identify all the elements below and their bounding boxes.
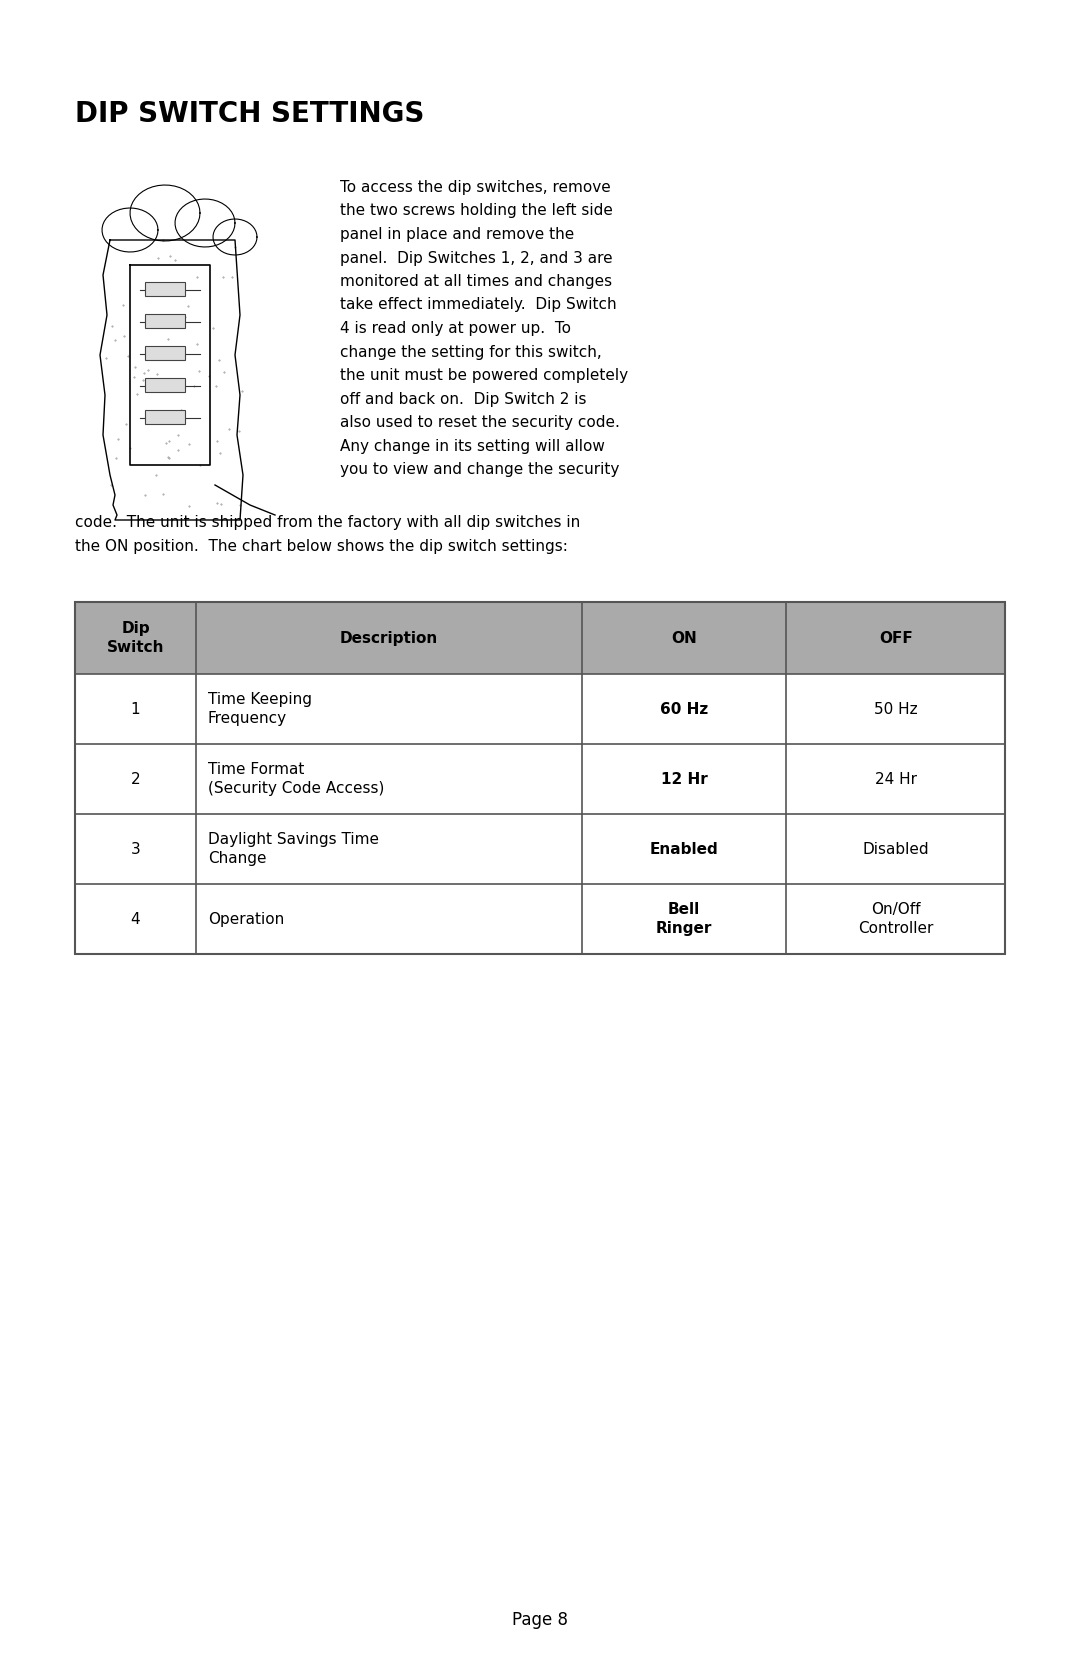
Text: you to view and change the security: you to view and change the security <box>340 462 619 477</box>
Bar <box>75 603 1005 955</box>
Text: take effect immediately.  Dip Switch: take effect immediately. Dip Switch <box>340 297 617 312</box>
Text: Time Format
(Security Code Access): Time Format (Security Code Access) <box>207 763 384 796</box>
Bar <box>145 411 185 424</box>
Text: Dip
Switch: Dip Switch <box>107 621 164 656</box>
Text: To access the dip switches, remove: To access the dip switches, remove <box>340 180 611 195</box>
Text: 3: 3 <box>131 841 140 856</box>
Text: code.  The unit is shipped from the factory with all dip switches in: code. The unit is shipped from the facto… <box>75 516 580 531</box>
Text: Time Keeping
Frequency: Time Keeping Frequency <box>207 693 312 726</box>
Bar <box>145 314 185 329</box>
Text: 4: 4 <box>131 911 140 926</box>
Text: also used to reset the security code.: also used to reset the security code. <box>340 416 620 431</box>
Text: ON: ON <box>672 631 697 646</box>
Text: 50 Hz: 50 Hz <box>874 701 918 716</box>
Text: DIP SWITCH SETTINGS: DIP SWITCH SETTINGS <box>75 100 424 129</box>
Text: Enabled: Enabled <box>650 841 718 856</box>
Bar <box>145 377 185 392</box>
Text: 60 Hz: 60 Hz <box>660 701 708 716</box>
Text: OFF: OFF <box>879 631 913 646</box>
Bar <box>145 345 185 361</box>
Text: off and back on.  Dip Switch 2 is: off and back on. Dip Switch 2 is <box>340 392 586 407</box>
Text: change the setting for this switch,: change the setting for this switch, <box>340 344 602 359</box>
Text: the two screws holding the left side: the two screws holding the left side <box>340 204 612 219</box>
Text: Description: Description <box>340 631 438 646</box>
Text: 4 is read only at power up.  To: 4 is read only at power up. To <box>340 320 571 335</box>
Text: 2: 2 <box>131 771 140 786</box>
Text: 24 Hr: 24 Hr <box>875 771 917 786</box>
Bar <box>145 282 185 295</box>
Text: Any change in its setting will allow: Any change in its setting will allow <box>340 439 605 454</box>
Text: monitored at all times and changes: monitored at all times and changes <box>340 274 612 289</box>
Text: Page 8: Page 8 <box>512 1611 568 1629</box>
Text: 1: 1 <box>131 701 140 716</box>
Text: Daylight Savings Time
Change: Daylight Savings Time Change <box>207 831 379 866</box>
Text: panel in place and remove the: panel in place and remove the <box>340 227 575 242</box>
Text: the unit must be powered completely: the unit must be powered completely <box>340 367 629 382</box>
Text: the ON position.  The chart below shows the dip switch settings:: the ON position. The chart below shows t… <box>75 539 568 554</box>
Text: Operation: Operation <box>207 911 284 926</box>
Text: Disabled: Disabled <box>863 841 929 856</box>
Text: 12 Hr: 12 Hr <box>661 771 707 786</box>
Text: panel.  Dip Switches 1, 2, and 3 are: panel. Dip Switches 1, 2, and 3 are <box>340 250 612 265</box>
Text: On/Off
Controller: On/Off Controller <box>858 901 933 936</box>
Text: Bell
Ringer: Bell Ringer <box>656 901 713 936</box>
Bar <box>75 603 1005 674</box>
